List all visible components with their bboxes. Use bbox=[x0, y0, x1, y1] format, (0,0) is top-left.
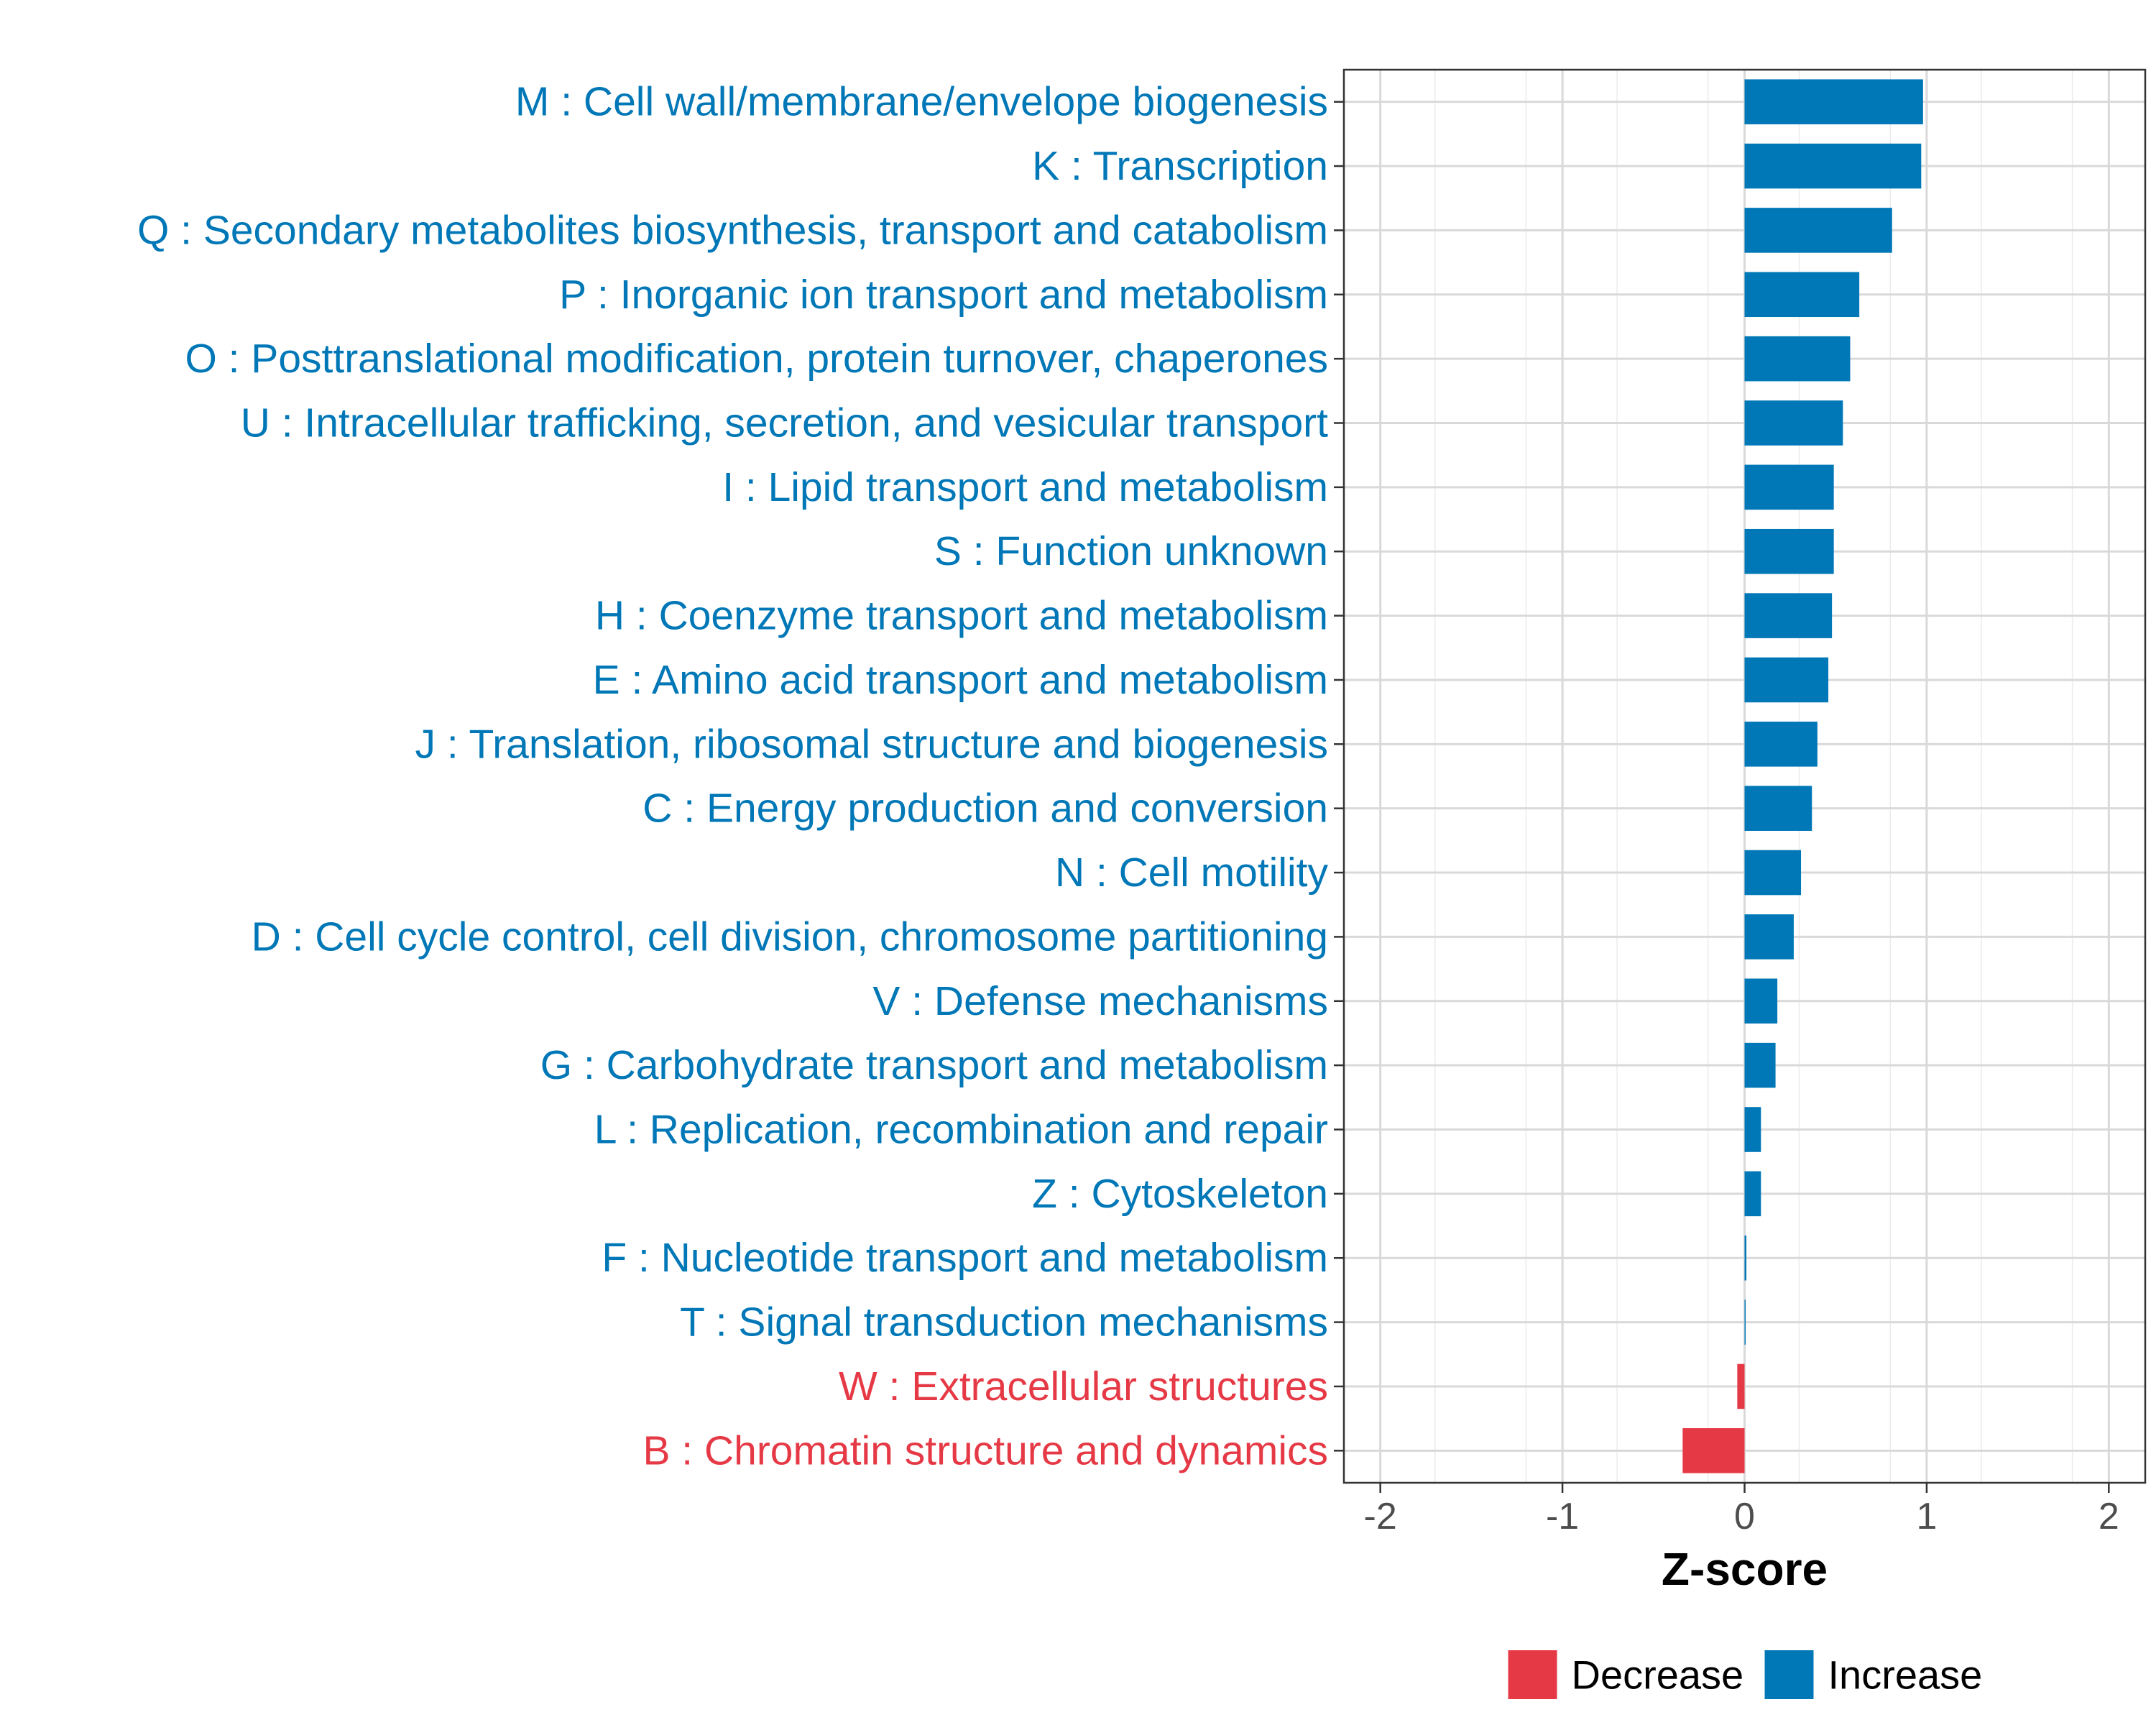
category-label: P : Inorganic ion transport and metaboli… bbox=[559, 272, 1328, 318]
bar-z bbox=[1744, 1171, 1761, 1217]
legend-label-decrease: Decrease bbox=[1572, 1652, 1744, 1698]
category-label: Z : Cytoskeleton bbox=[1032, 1171, 1328, 1217]
category-label: O : Posttranslational modification, prot… bbox=[185, 336, 1328, 382]
category-label: G : Carbohydrate transport and metabolis… bbox=[540, 1042, 1328, 1088]
bar-s bbox=[1744, 528, 1834, 574]
bar-i bbox=[1744, 464, 1834, 510]
y-axis-ticks bbox=[1334, 101, 1344, 1452]
category-label: D : Cell cycle control, cell division, c… bbox=[252, 914, 1328, 960]
bar-k bbox=[1744, 143, 1922, 189]
legend-label-increase: Increase bbox=[1828, 1652, 1983, 1698]
bar-t bbox=[1744, 1300, 1746, 1345]
category-label: K : Transcription bbox=[1032, 143, 1328, 189]
bar-m bbox=[1744, 79, 1923, 124]
category-label: T : Signal transduction mechanisms bbox=[680, 1300, 1328, 1346]
bar-c bbox=[1744, 786, 1812, 831]
category-label: W : Extracellular structures bbox=[839, 1363, 1328, 1409]
bar-b bbox=[1682, 1428, 1745, 1473]
x-axis-title: Z-score bbox=[1662, 1543, 1828, 1595]
category-label: L : Replication, recombination and repai… bbox=[594, 1107, 1328, 1153]
category-label: V : Defense mechanisms bbox=[872, 978, 1328, 1024]
category-label: F : Nucleotide transport and metabolism bbox=[602, 1235, 1328, 1281]
category-label: Q : Secondary metabolites biosynthesis, … bbox=[137, 207, 1328, 253]
category-label: M : Cell wall/membrane/envelope biogenes… bbox=[515, 79, 1328, 125]
category-label: S : Function unknown bbox=[934, 528, 1328, 574]
legend-swatch-decrease bbox=[1508, 1650, 1557, 1699]
category-label: H : Coenzyme transport and metabolism bbox=[595, 593, 1328, 639]
category-label: C : Energy production and conversion bbox=[642, 786, 1328, 832]
bar-p bbox=[1744, 272, 1860, 318]
y-axis-labels: M : Cell wall/membrane/envelope biogenes… bbox=[137, 79, 1329, 1474]
x-tick-label: -2 bbox=[1364, 1496, 1397, 1537]
x-tick-label: 0 bbox=[1734, 1496, 1755, 1537]
category-label: J : Translation, ribosomal structure and… bbox=[415, 721, 1328, 767]
bar-e bbox=[1744, 657, 1829, 703]
bar-l bbox=[1744, 1107, 1761, 1152]
legend: Decrease Increase bbox=[1508, 1650, 1983, 1699]
bar-g bbox=[1744, 1042, 1776, 1088]
bar-j bbox=[1744, 722, 1818, 767]
bar-q bbox=[1744, 208, 1892, 253]
bar-d bbox=[1744, 914, 1794, 960]
bar-n bbox=[1744, 850, 1802, 896]
category-label: U : Intracellular trafficking, secretion… bbox=[241, 400, 1328, 446]
category-label: B : Chromatin structure and dynamics bbox=[642, 1427, 1328, 1473]
bar-u bbox=[1744, 400, 1843, 446]
bars bbox=[1682, 79, 1923, 1473]
bar-o bbox=[1744, 336, 1851, 382]
x-axis-ticks: -2 -1 0 1 2 bbox=[1364, 1483, 2119, 1537]
category-label: N : Cell motility bbox=[1055, 850, 1329, 896]
bar-w bbox=[1737, 1363, 1745, 1409]
bar-h bbox=[1744, 593, 1833, 638]
x-tick-label: -1 bbox=[1546, 1496, 1579, 1537]
legend-swatch-increase bbox=[1764, 1650, 1814, 1699]
x-tick-label: 2 bbox=[2099, 1496, 2119, 1537]
category-label: E : Amino acid transport and metabolism bbox=[593, 657, 1328, 703]
bar-f bbox=[1744, 1235, 1747, 1281]
category-label: I : Lipid transport and metabolism bbox=[722, 464, 1328, 510]
bar-v bbox=[1744, 978, 1778, 1024]
x-tick-label: 1 bbox=[1916, 1496, 1937, 1537]
